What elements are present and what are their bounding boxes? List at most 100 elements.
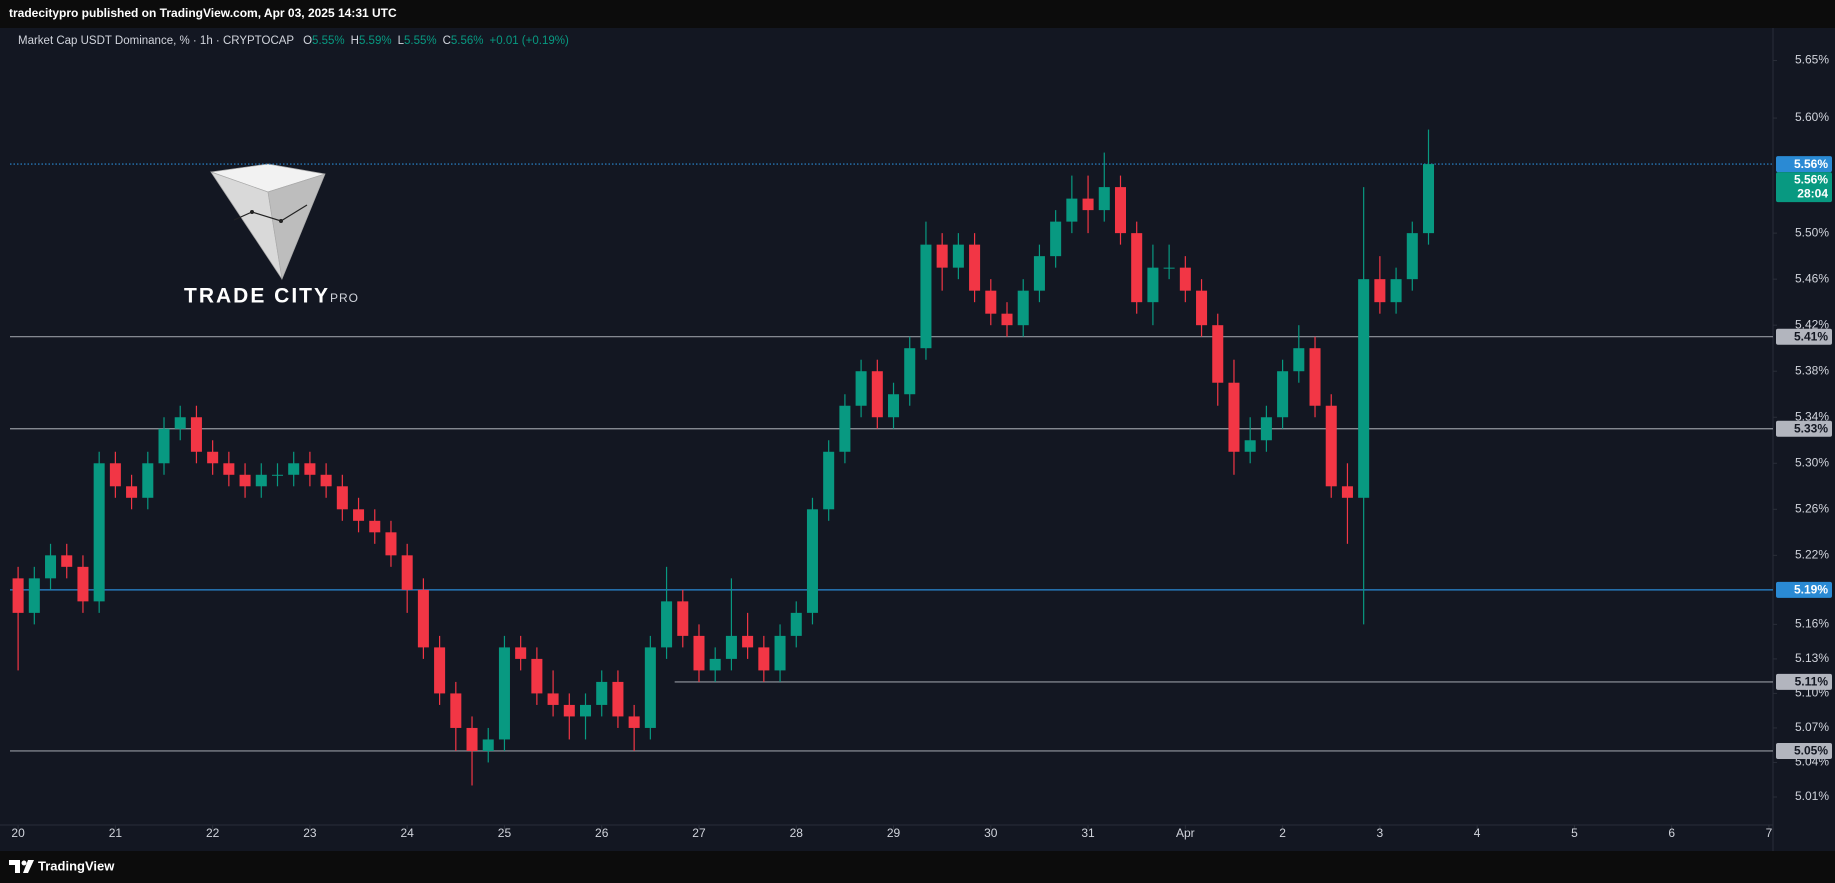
candle-body (1228, 382, 1240, 452)
candle-body (1390, 279, 1402, 303)
candle-body (1358, 279, 1370, 498)
candle-body (320, 474, 332, 487)
candle-body (855, 371, 867, 406)
candle-body (1309, 348, 1321, 406)
candle-body (871, 371, 883, 418)
x-tick-label: 27 (692, 826, 706, 840)
candle-body (255, 474, 267, 487)
candle-body (304, 463, 316, 475)
candle-body (1341, 486, 1353, 498)
x-tick-label: 30 (984, 826, 998, 840)
candle-body (1147, 267, 1159, 303)
footer-brand: TradingView (38, 858, 115, 873)
candle-body (1017, 290, 1029, 326)
candle-body (920, 244, 932, 349)
legend-change: +0.01 (+0.19%) (490, 35, 569, 47)
last-price-box (1776, 172, 1832, 203)
y-tick-label: 5.26% (1795, 501, 1829, 515)
candle-body (936, 244, 948, 268)
candle-body (725, 635, 737, 659)
candle-body (271, 474, 284, 476)
candle-body (579, 704, 592, 717)
icon-part (9, 860, 20, 873)
level-label-box (1776, 673, 1832, 690)
candle-body (1212, 325, 1224, 383)
x-tick-label: 6 (1668, 826, 1675, 840)
level-label-box (1776, 420, 1832, 437)
candle-body (677, 601, 689, 636)
candle-body (1163, 267, 1175, 269)
candle-body (450, 693, 462, 728)
candle-body (823, 451, 835, 510)
candle-body (839, 405, 851, 452)
x-tick-label: 7 (1766, 826, 1773, 840)
candle-body (369, 520, 381, 533)
candle-body (1293, 348, 1305, 372)
x-tick-label: 20 (11, 826, 25, 840)
y-tick-label: 5.22% (1795, 548, 1829, 562)
x-tick-label: 2 (1279, 826, 1286, 840)
logo: TRADE CITY PRO (184, 163, 358, 308)
candle-body (158, 428, 170, 464)
x-tick-label: 28 (790, 826, 804, 840)
legend-value: 5.59% (359, 35, 392, 47)
x-tick-label: 31 (1081, 826, 1095, 840)
candle-body (239, 474, 251, 487)
candle-body (515, 647, 527, 659)
candle-body (774, 635, 786, 671)
level-label: 5.33% (1794, 421, 1828, 435)
candle-body (1114, 187, 1126, 234)
y-tick-label: 5.60% (1795, 110, 1829, 124)
candle-body (888, 394, 900, 418)
candle-body (790, 612, 802, 636)
candle-body (1001, 313, 1013, 326)
y-tick-label: 5.13% (1795, 651, 1829, 665)
legend-key: H (351, 35, 359, 47)
candle-body (952, 244, 964, 268)
candle-body (482, 739, 494, 751)
x-tick-label: 4 (1474, 826, 1481, 840)
candle-body (531, 658, 543, 694)
candle-body (612, 681, 624, 717)
footer-bar (0, 851, 1835, 883)
last-price-label: 5.56% (1794, 172, 1828, 186)
x-tick-label: Apr (1176, 826, 1195, 840)
y-tick-label: 5.07% (1795, 720, 1829, 734)
x-tick-label: 22 (206, 826, 220, 840)
candle-body (969, 244, 981, 291)
legend: Market Cap USDT Dominance, % · 1h · CRYP… (18, 35, 569, 47)
x-tick-label: 21 (109, 826, 123, 840)
candle-body (223, 463, 235, 475)
candle-body (1033, 256, 1045, 291)
candle-body (742, 635, 754, 648)
candle-body (466, 727, 478, 751)
level-label: 5.19% (1794, 583, 1828, 597)
icon-part (23, 860, 34, 873)
candle-body (174, 417, 186, 429)
x-tick-label: 3 (1377, 826, 1384, 840)
candle-body (93, 463, 105, 602)
candle-body (1131, 233, 1143, 303)
y-tick-label: 5.01% (1795, 789, 1829, 803)
candle-body (336, 486, 348, 510)
candle-body (61, 555, 73, 567)
level-label-box (1776, 742, 1832, 759)
candle-body (563, 704, 575, 717)
y-tick-label: 5.34% (1795, 409, 1829, 423)
logo-right (267, 173, 326, 281)
y-tick-label: 5.42% (1795, 317, 1829, 331)
y-tick-label: 5.65% (1795, 53, 1829, 67)
y-tick-label: 5.50% (1795, 225, 1829, 239)
candle-body (385, 532, 397, 556)
icon-part (21, 860, 27, 866)
header-bar (0, 0, 1835, 28)
y-tick-label: 5.46% (1795, 271, 1829, 285)
tradingview-icon (9, 860, 34, 873)
candle-body (596, 681, 608, 705)
candle-body (12, 578, 24, 613)
candle-body (207, 451, 219, 464)
countdown: 28:04 (1797, 186, 1828, 200)
y-tick-label: 5.38% (1795, 363, 1829, 377)
